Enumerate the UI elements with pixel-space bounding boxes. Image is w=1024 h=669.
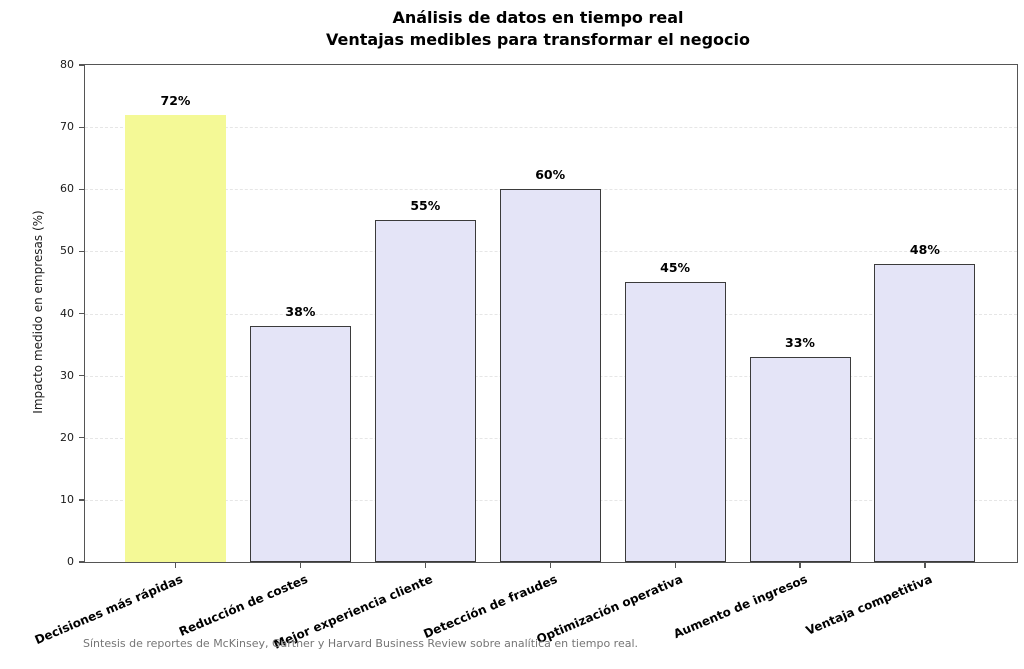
y-tick-label: 50 bbox=[60, 244, 74, 258]
y-tick-mark bbox=[78, 375, 84, 377]
x-tick-mark bbox=[674, 563, 676, 569]
gridline-70 bbox=[85, 127, 1017, 129]
y-tick-label: 10 bbox=[60, 492, 74, 506]
y-tick-mark bbox=[78, 312, 84, 315]
bar-5 bbox=[624, 282, 726, 562]
chart-title-line2: Ventajas medibles para transformar el ne… bbox=[326, 30, 750, 49]
bar-1 bbox=[125, 114, 226, 562]
bar-value-label: 45% bbox=[660, 260, 691, 276]
bar-3 bbox=[374, 220, 476, 562]
y-tick-mark bbox=[78, 188, 84, 190]
plot-area: 72% 38% 55% 60% 45% 33% 48% 0 10 20 30 40 50 60 70 80 … bbox=[33, 58, 1018, 652]
y-tick-mark bbox=[78, 561, 84, 563]
x-tick-label: Aumento de ingresos bbox=[671, 572, 810, 642]
y-tick-mark bbox=[78, 126, 84, 128]
chart-title-line1: Análisis de datos en tiempo real bbox=[392, 8, 684, 27]
y-tick-mark bbox=[78, 250, 84, 253]
y-tick-label: 70 bbox=[60, 120, 74, 134]
bar-value-label: 72% bbox=[160, 92, 191, 108]
y-tick-label: 30 bbox=[60, 368, 74, 382]
bar-6 bbox=[749, 357, 851, 562]
x-tick-mark bbox=[799, 563, 801, 569]
y-tick-label: 80 bbox=[60, 58, 74, 71]
x-tick-label: Ventaja competitiva bbox=[803, 572, 935, 638]
y-tick-label: 40 bbox=[60, 306, 74, 320]
bar-value-label: 48% bbox=[909, 241, 940, 257]
x-tick-label: Decisiones más rápidas bbox=[32, 572, 185, 648]
y-tick-mark bbox=[78, 499, 84, 501]
y-tick-mark bbox=[78, 437, 84, 439]
y-tick-label: 0 bbox=[67, 555, 74, 568]
bar-7 bbox=[874, 263, 976, 562]
source-footnote: Síntesis de reportes de McKinsey, Gartne… bbox=[83, 637, 639, 650]
x-tick-mark bbox=[299, 563, 302, 569]
y-tick-label: 60 bbox=[60, 182, 74, 196]
x-tick-mark bbox=[549, 563, 551, 569]
x-tick-mark bbox=[924, 563, 926, 569]
bar-4 bbox=[499, 189, 601, 562]
bar-value-label: 60% bbox=[535, 167, 566, 183]
bar-2 bbox=[249, 325, 351, 562]
x-tick-label: Reducción de costes bbox=[177, 572, 310, 639]
y-tick-mark bbox=[78, 64, 84, 66]
bar-value-label: 33% bbox=[785, 335, 815, 350]
y-tick-label: 20 bbox=[60, 430, 74, 444]
x-tick-mark bbox=[174, 563, 177, 569]
chart-title: Análisis de datos en tiempo real Ventaja… bbox=[72, 7, 1004, 51]
bar-value-label: 55% bbox=[410, 198, 441, 214]
bar-value-label: 38% bbox=[285, 303, 316, 319]
x-tick-mark bbox=[424, 563, 426, 569]
